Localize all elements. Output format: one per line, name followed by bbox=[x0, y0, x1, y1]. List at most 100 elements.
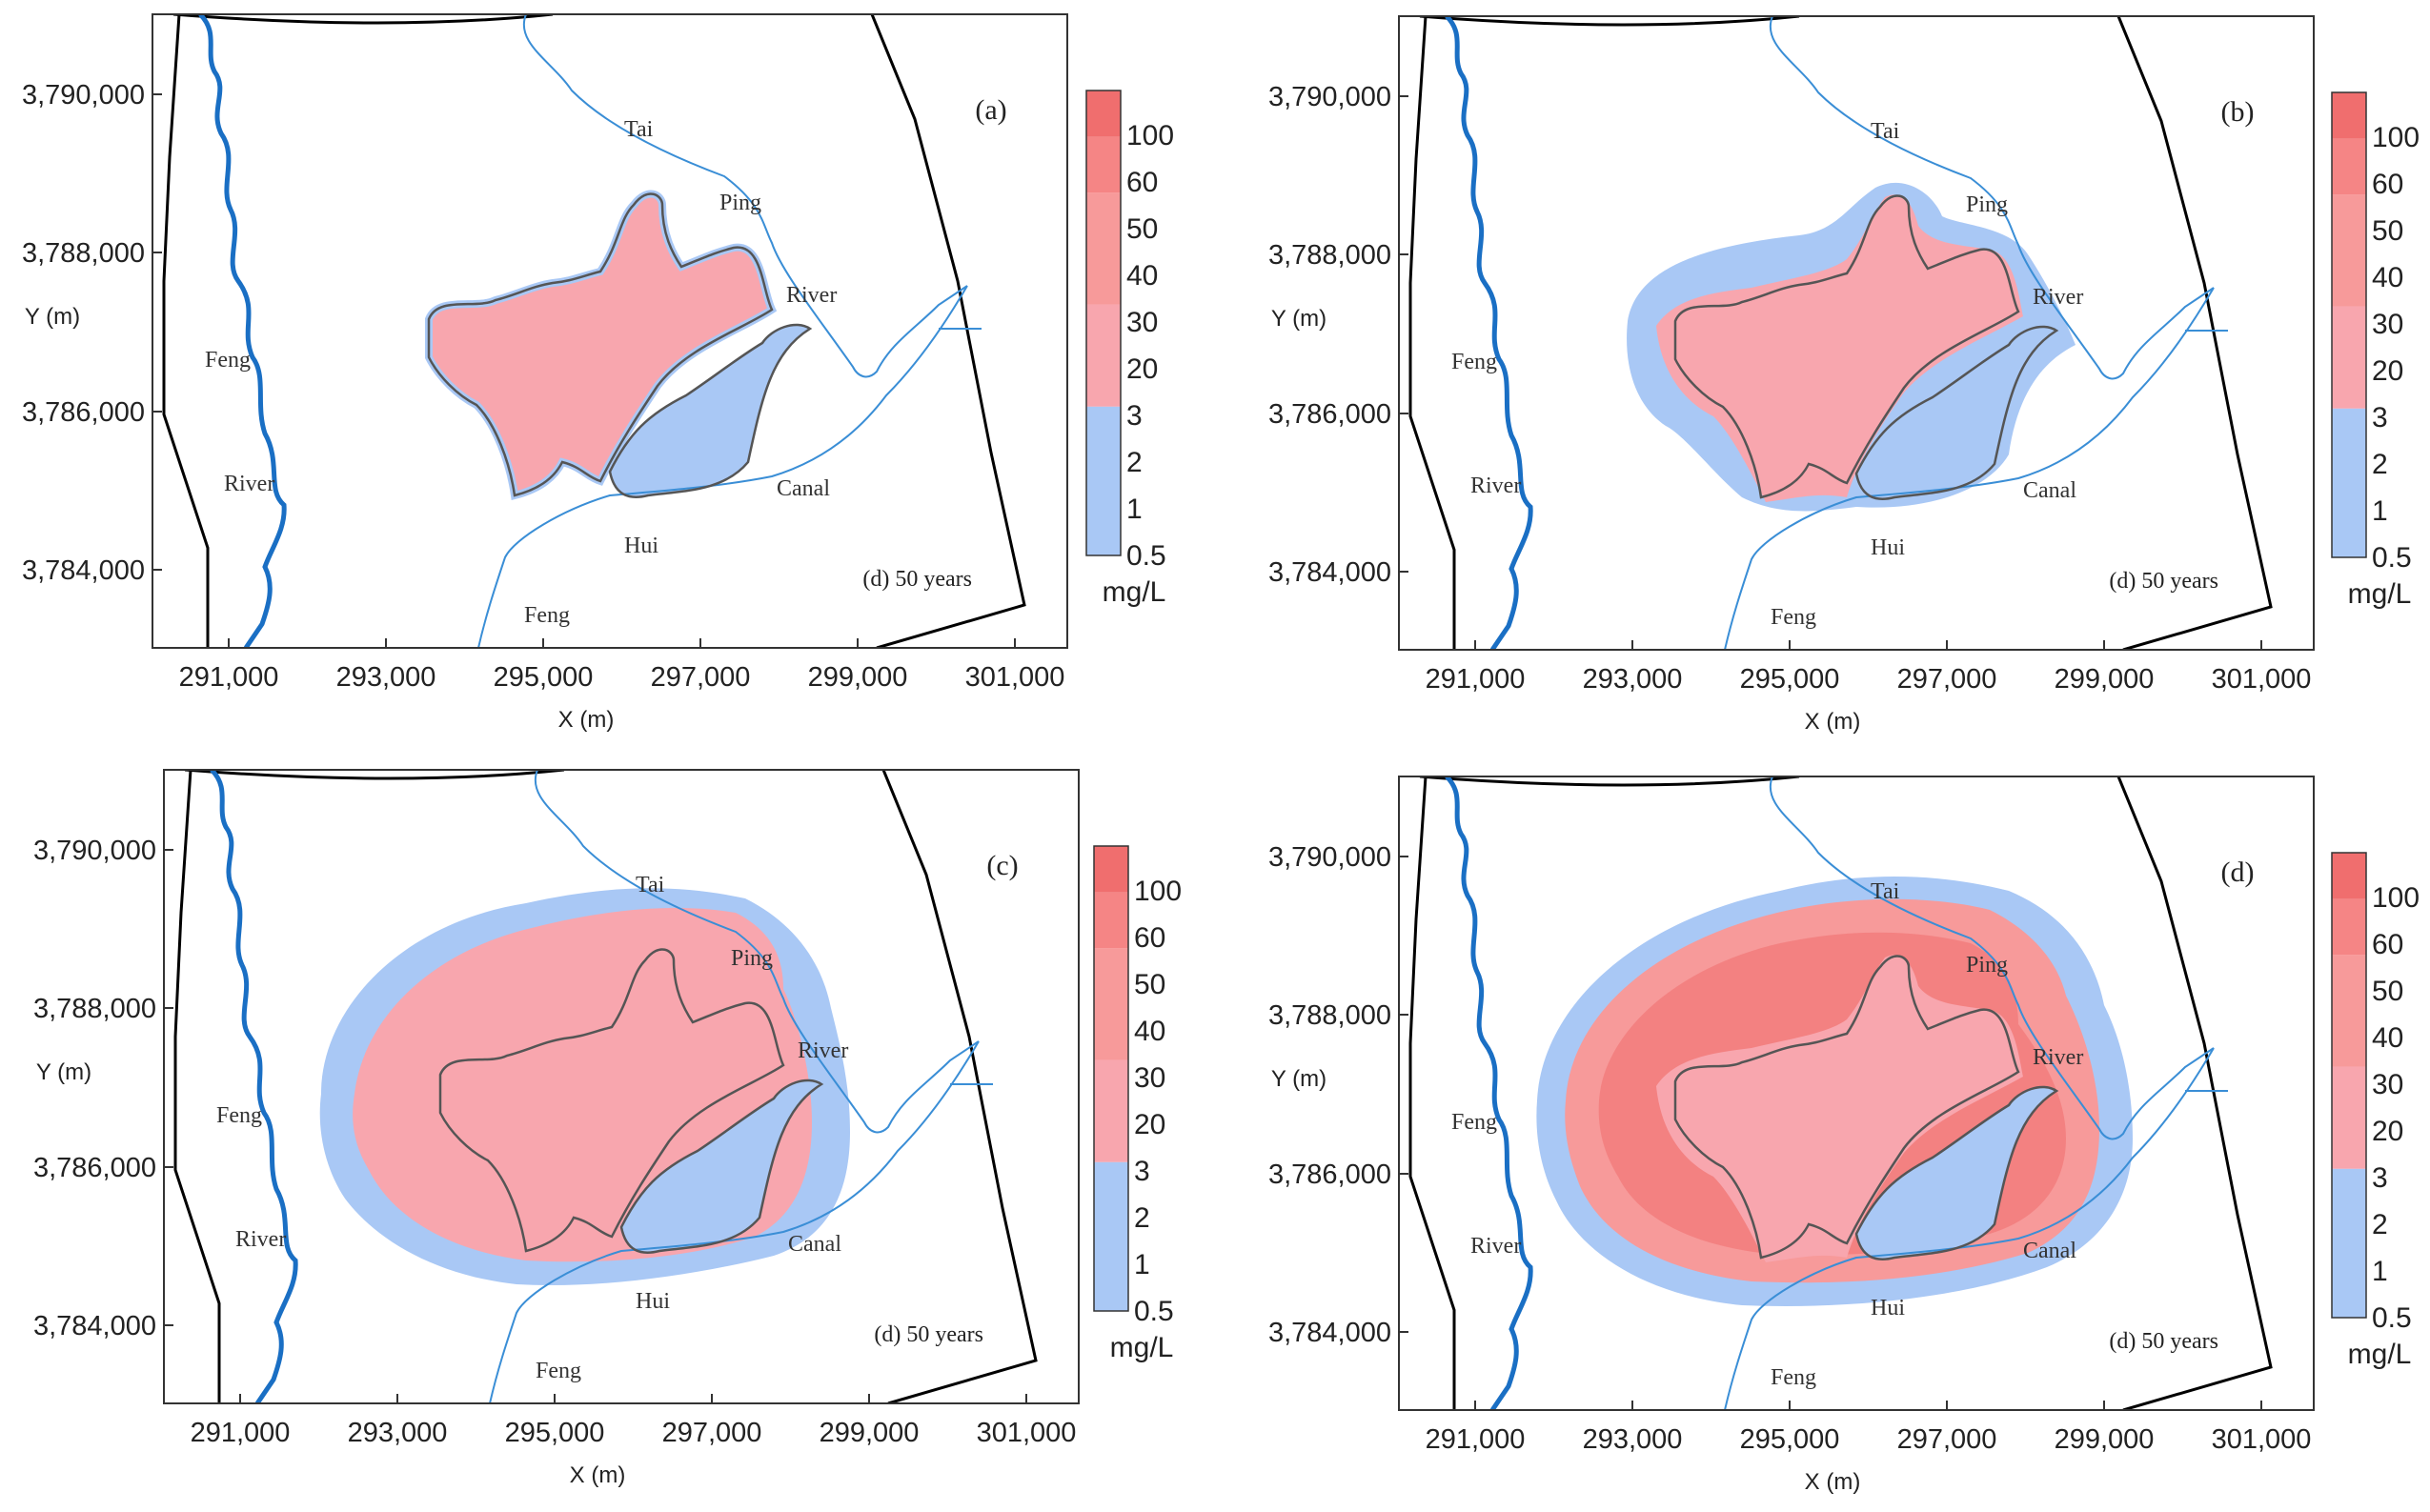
map-label-feng-west: Feng bbox=[1451, 1110, 1497, 1135]
map-label-tai: Tai bbox=[1871, 119, 1900, 144]
time-label: (d) 50 years bbox=[2109, 1329, 2218, 1354]
x-tick-label: 299,000 bbox=[808, 662, 908, 693]
x-tick-label: 297,000 bbox=[1897, 664, 1997, 695]
colorbar-tick-label: 0.5 bbox=[1134, 1296, 1174, 1327]
colorbar-tick-label: 3 bbox=[2372, 1162, 2388, 1194]
map-label-river-west: River bbox=[1470, 474, 1521, 498]
x-tick-label: 301,000 bbox=[977, 1418, 1077, 1448]
x-tick-label: 297,000 bbox=[662, 1418, 762, 1448]
map-label-canal: Canal bbox=[777, 476, 830, 501]
colorbar-tick-label: 20 bbox=[1126, 353, 1158, 385]
y-tick-label: 3,790,000 bbox=[1268, 82, 1391, 112]
panel-1-overlay: 291,000 293,000 295,000 297,000 299,000 301,0… bbox=[1268, 82, 2311, 735]
x-tick-label: 291,000 bbox=[1426, 664, 1526, 695]
colorbar-tick-label: 50 bbox=[2372, 215, 2403, 247]
y-axis-label: Y (m) bbox=[36, 1059, 91, 1085]
x-tick-label: 291,000 bbox=[191, 1418, 291, 1448]
map-label-ping: Ping bbox=[719, 191, 761, 215]
colorbar-tick-label: 100 bbox=[2372, 122, 2420, 153]
map-label-feng-south: Feng bbox=[1771, 1365, 1816, 1390]
map-label-river-east: River bbox=[2033, 1045, 2083, 1070]
map-label-river-east: River bbox=[786, 283, 837, 308]
map-label-river-east: River bbox=[798, 1038, 848, 1063]
colorbar-tick-label: 20 bbox=[1134, 1109, 1165, 1140]
x-tick-label: 301,000 bbox=[965, 662, 1065, 693]
colorbar-band bbox=[2332, 194, 2366, 307]
panel-3-overlay: 291,000 293,000 295,000 297,000 299,000 301,0… bbox=[1268, 842, 2311, 1495]
x-tick-label: 295,000 bbox=[1740, 1424, 1840, 1455]
colorbar-band bbox=[1086, 136, 1121, 193]
map-label-ping: Ping bbox=[1966, 953, 2008, 978]
colorbar-band bbox=[2332, 138, 2366, 195]
map-label-feng-south: Feng bbox=[1771, 605, 1816, 630]
map-label-ping: Ping bbox=[1966, 192, 2008, 217]
colorbar-unit: mg/L bbox=[1103, 576, 1166, 608]
panel-d bbox=[1398, 776, 2315, 1411]
map-label-river-west: River bbox=[224, 472, 274, 496]
y-tick-label: 3,786,000 bbox=[33, 1153, 156, 1183]
colorbar-band bbox=[1094, 1161, 1128, 1311]
time-label: (d) 50 years bbox=[874, 1322, 983, 1347]
x-axis-label: X (m) bbox=[1805, 1469, 1861, 1495]
map-label-feng-west: Feng bbox=[205, 348, 251, 373]
colorbar: 100 60 50 40 30 20 3 2 1 0.5 mg/L bbox=[1093, 845, 1182, 1363]
y-tick-label: 3,786,000 bbox=[1268, 1159, 1391, 1190]
colorbar-tick-label: 1 bbox=[2372, 495, 2388, 527]
x-tick-label: 297,000 bbox=[651, 662, 751, 693]
colorbar-tick-label: 2 bbox=[1126, 447, 1143, 478]
map-label-river-west: River bbox=[1470, 1234, 1521, 1259]
map-label-feng-south: Feng bbox=[536, 1359, 581, 1383]
map-label-hui: Hui bbox=[636, 1289, 670, 1314]
y-tick-label: 3,790,000 bbox=[33, 836, 156, 866]
map-label-ping: Ping bbox=[731, 946, 773, 971]
colorbar-tick-label: 0.5 bbox=[1126, 540, 1166, 572]
panel-0-overlay: 291,000 293,000 295,000 297,000 299,000 301,0… bbox=[22, 80, 1064, 733]
colorbar: 100 60 50 40 30 20 3 2 1 0.5 mg/L bbox=[2331, 852, 2420, 1370]
colorbar-band bbox=[1094, 948, 1128, 1060]
colorbar-tick-label: 60 bbox=[2372, 169, 2403, 200]
colorbar-tick-label: 3 bbox=[2372, 402, 2388, 433]
colorbar-tick-label: 3 bbox=[1134, 1156, 1150, 1187]
colorbar-band bbox=[2332, 898, 2366, 956]
x-axis-label: X (m) bbox=[558, 707, 615, 733]
y-tick-label: 3,786,000 bbox=[1268, 399, 1391, 430]
colorbar-tick-label: 100 bbox=[1134, 876, 1182, 907]
colorbar-tick-label: 2 bbox=[1134, 1202, 1150, 1234]
panel-b bbox=[1398, 15, 2315, 651]
colorbar-frame bbox=[2331, 91, 2367, 558]
colorbar-tick-label: 50 bbox=[1126, 213, 1158, 245]
colorbar-band bbox=[1094, 892, 1128, 949]
x-tick-label: 293,000 bbox=[348, 1418, 448, 1448]
time-label: (d) 50 years bbox=[2109, 569, 2218, 594]
colorbar-tick-label: 20 bbox=[2372, 355, 2403, 387]
colorbar-tick-label: 50 bbox=[2372, 976, 2403, 1007]
y-tick-label: 3,786,000 bbox=[22, 397, 145, 428]
colorbar-tick-label: 30 bbox=[2372, 309, 2403, 340]
y-tick-label: 3,784,000 bbox=[33, 1311, 156, 1341]
y-axis-label: Y (m) bbox=[1271, 1066, 1326, 1092]
y-tick-label: 3,790,000 bbox=[1268, 842, 1391, 873]
colorbar-band bbox=[2332, 1066, 2366, 1169]
x-tick-label: 295,000 bbox=[505, 1418, 605, 1448]
colorbar-tick-label: 50 bbox=[1134, 969, 1165, 1000]
x-tick-label: 295,000 bbox=[494, 662, 594, 693]
colorbar-frame bbox=[1085, 90, 1122, 556]
x-tick-label: 293,000 bbox=[1583, 1424, 1683, 1455]
x-tick-label: 299,000 bbox=[820, 1418, 920, 1448]
colorbar-band bbox=[1086, 192, 1121, 305]
y-axis-label: Y (m) bbox=[1271, 306, 1326, 332]
x-axis-label: X (m) bbox=[1805, 709, 1861, 735]
colorbar-band bbox=[2332, 853, 2366, 899]
x-tick-label: 297,000 bbox=[1897, 1424, 1997, 1455]
colorbar-band bbox=[2332, 306, 2366, 409]
colorbar-tick-label: 60 bbox=[2372, 929, 2403, 960]
panel-c bbox=[163, 769, 1080, 1404]
colorbar-tick-label: 40 bbox=[1126, 260, 1158, 292]
colorbar-tick-label: 100 bbox=[1126, 120, 1174, 151]
colorbar-tick-label: 40 bbox=[2372, 262, 2403, 293]
y-tick-label: 3,788,000 bbox=[22, 238, 145, 269]
colorbar-band bbox=[1094, 846, 1128, 893]
colorbar-tick-label: 30 bbox=[2372, 1069, 2403, 1100]
map-label-hui: Hui bbox=[1871, 1296, 1905, 1320]
